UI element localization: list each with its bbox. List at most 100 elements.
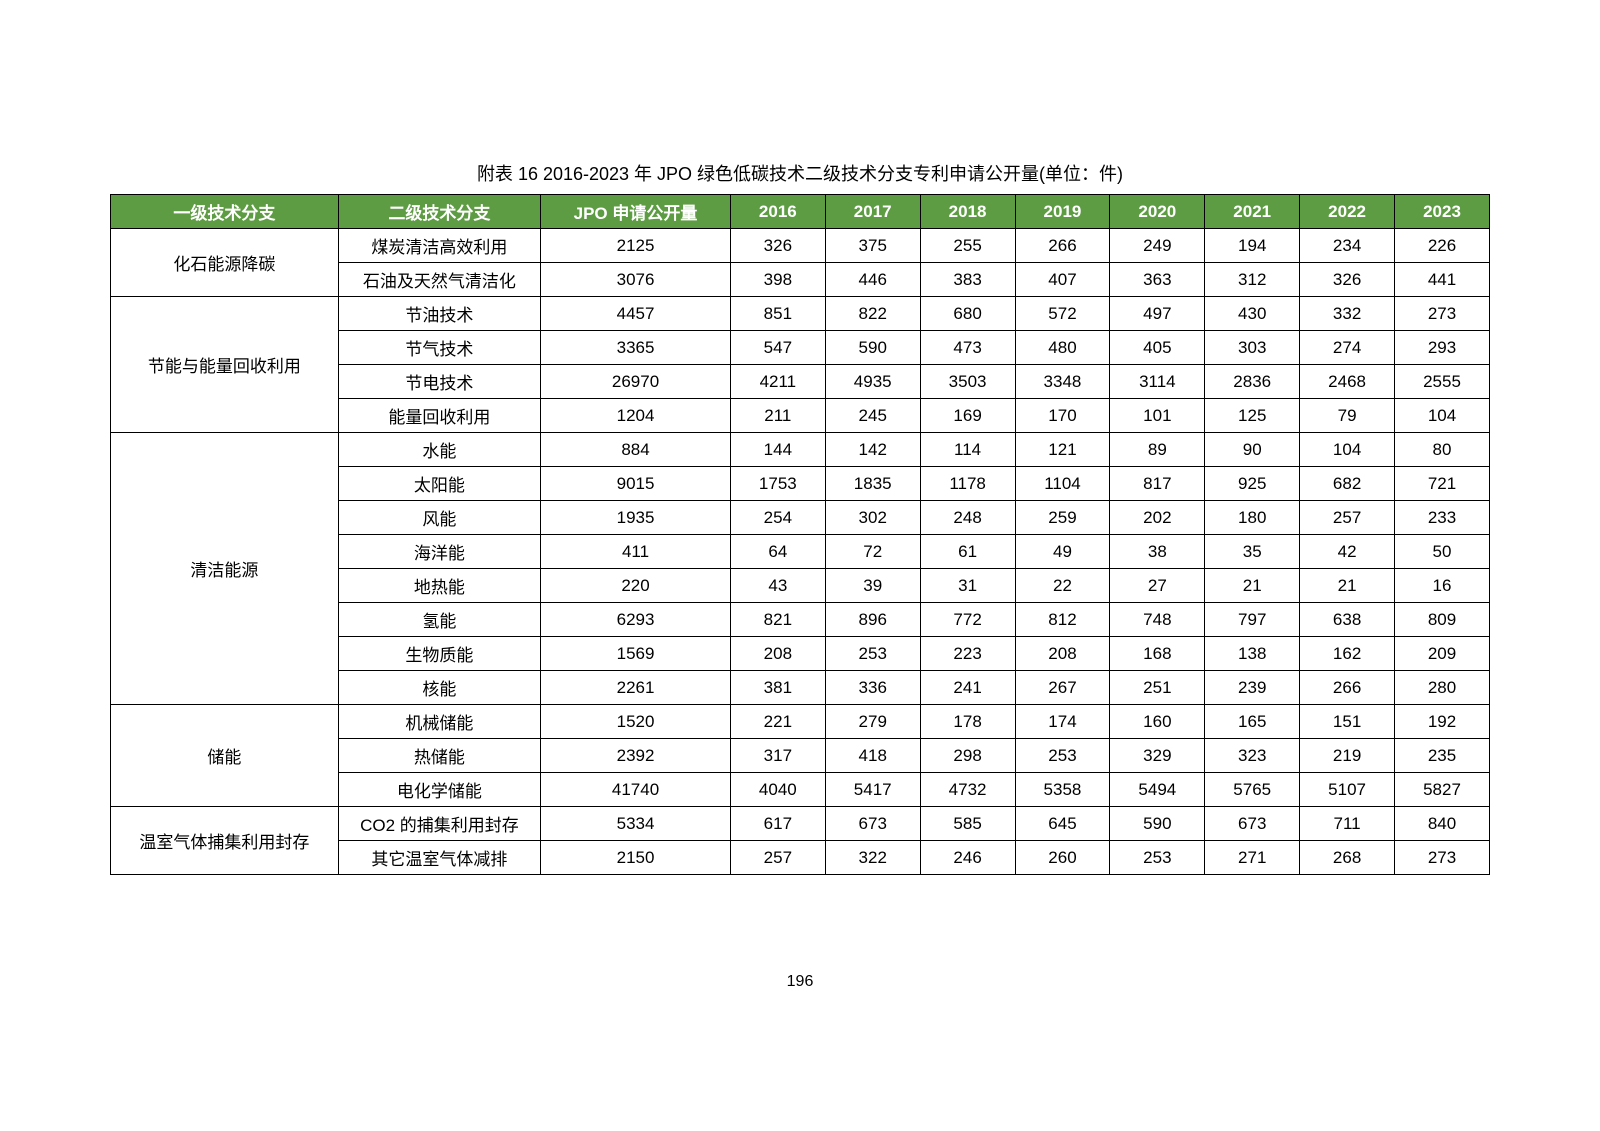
cell-value: 398 [730, 263, 825, 297]
table-row: 节能与能量回收利用节油技术445785182268057249743033227… [111, 297, 1490, 331]
cell-total: 6293 [541, 603, 731, 637]
cell-value: 219 [1300, 739, 1395, 773]
cell-total: 3365 [541, 331, 731, 365]
cell-value: 590 [825, 331, 920, 365]
page-number: 196 [0, 973, 1600, 991]
cell-value: 851 [730, 297, 825, 331]
cell-value: 257 [730, 841, 825, 875]
cell-level2: 氢能 [338, 603, 540, 637]
cell-value: 235 [1395, 739, 1490, 773]
cell-value: 267 [1015, 671, 1110, 705]
cell-value: 266 [1300, 671, 1395, 705]
cell-value: 259 [1015, 501, 1110, 535]
cell-value: 253 [1110, 841, 1205, 875]
cell-value: 2468 [1300, 365, 1395, 399]
cell-value: 35 [1205, 535, 1300, 569]
cell-level2: 热储能 [338, 739, 540, 773]
cell-value: 617 [730, 807, 825, 841]
col-header-2017: 2017 [825, 195, 920, 229]
cell-value: 208 [1015, 637, 1110, 671]
cell-level2: CO2 的捕集利用封存 [338, 807, 540, 841]
cell-value: 271 [1205, 841, 1300, 875]
cell-total: 9015 [541, 467, 731, 501]
cell-total: 411 [541, 535, 731, 569]
cell-value: 682 [1300, 467, 1395, 501]
cell-value: 72 [825, 535, 920, 569]
cell-value: 590 [1110, 807, 1205, 841]
cell-value: 43 [730, 569, 825, 603]
cell-level1: 清洁能源 [111, 433, 339, 705]
cell-level2: 其它温室气体减排 [338, 841, 540, 875]
cell-level1: 化石能源降碳 [111, 229, 339, 297]
cell-value: 64 [730, 535, 825, 569]
cell-value: 797 [1205, 603, 1300, 637]
col-header-2022: 2022 [1300, 195, 1395, 229]
cell-total: 2150 [541, 841, 731, 875]
cell-level2: 海洋能 [338, 535, 540, 569]
cell-value: 322 [825, 841, 920, 875]
cell-value: 114 [920, 433, 1015, 467]
cell-value: 255 [920, 229, 1015, 263]
cell-value: 266 [1015, 229, 1110, 263]
cell-value: 673 [825, 807, 920, 841]
cell-value: 298 [920, 739, 1015, 773]
cell-value: 80 [1395, 433, 1490, 467]
cell-value: 2555 [1395, 365, 1490, 399]
cell-value: 446 [825, 263, 920, 297]
cell-value: 170 [1015, 399, 1110, 433]
cell-value: 239 [1205, 671, 1300, 705]
cell-value: 332 [1300, 297, 1395, 331]
cell-level2: 煤炭清洁高效利用 [338, 229, 540, 263]
cell-value: 4040 [730, 773, 825, 807]
cell-value: 162 [1300, 637, 1395, 671]
cell-total: 2392 [541, 739, 731, 773]
cell-value: 809 [1395, 603, 1490, 637]
cell-value: 407 [1015, 263, 1110, 297]
cell-value: 260 [1015, 841, 1110, 875]
cell-value: 151 [1300, 705, 1395, 739]
col-header-total: JPO 申请公开量 [541, 195, 731, 229]
cell-value: 273 [1395, 841, 1490, 875]
cell-value: 104 [1395, 399, 1490, 433]
cell-value: 5417 [825, 773, 920, 807]
cell-level2: 节电技术 [338, 365, 540, 399]
cell-total: 1935 [541, 501, 731, 535]
cell-value: 241 [920, 671, 1015, 705]
col-header-2021: 2021 [1205, 195, 1300, 229]
cell-value: 772 [920, 603, 1015, 637]
cell-value: 638 [1300, 603, 1395, 637]
cell-value: 4935 [825, 365, 920, 399]
cell-value: 363 [1110, 263, 1205, 297]
cell-value: 1178 [920, 467, 1015, 501]
cell-level2: 太阳能 [338, 467, 540, 501]
cell-value: 254 [730, 501, 825, 535]
table-row: 温室气体捕集利用封存CO2 的捕集利用封存5334617673585645590… [111, 807, 1490, 841]
cell-value: 180 [1205, 501, 1300, 535]
cell-value: 336 [825, 671, 920, 705]
cell-value: 3348 [1015, 365, 1110, 399]
cell-value: 50 [1395, 535, 1490, 569]
cell-value: 21 [1300, 569, 1395, 603]
cell-level2: 节气技术 [338, 331, 540, 365]
cell-value: 5494 [1110, 773, 1205, 807]
cell-value: 303 [1205, 331, 1300, 365]
cell-total: 2125 [541, 229, 731, 263]
cell-value: 293 [1395, 331, 1490, 365]
cell-value: 49 [1015, 535, 1110, 569]
cell-value: 21 [1205, 569, 1300, 603]
cell-value: 223 [920, 637, 1015, 671]
cell-value: 174 [1015, 705, 1110, 739]
cell-value: 249 [1110, 229, 1205, 263]
cell-value: 817 [1110, 467, 1205, 501]
cell-value: 169 [920, 399, 1015, 433]
cell-value: 90 [1205, 433, 1300, 467]
cell-total: 2261 [541, 671, 731, 705]
cell-value: 101 [1110, 399, 1205, 433]
cell-level1: 节能与能量回收利用 [111, 297, 339, 433]
cell-value: 61 [920, 535, 1015, 569]
cell-value: 645 [1015, 807, 1110, 841]
cell-value: 5827 [1395, 773, 1490, 807]
cell-level2: 风能 [338, 501, 540, 535]
cell-value: 721 [1395, 467, 1490, 501]
table-row: 清洁能源水能884144142114121899010480 [111, 433, 1490, 467]
